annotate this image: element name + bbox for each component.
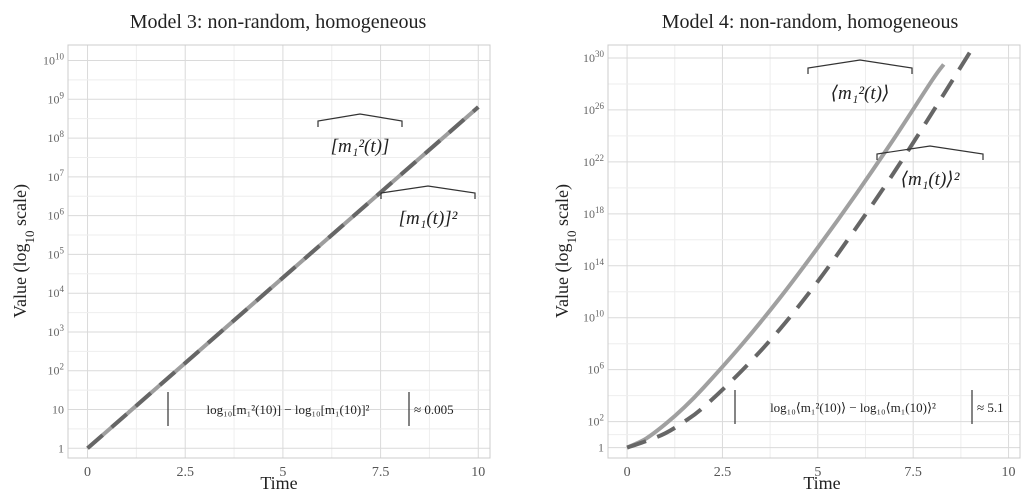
left-series-label-2: [m₁(t)]² [380,185,476,229]
right-plot-border [607,44,1021,459]
right-series-label-1: ⟨m₁²(t)⟩ [807,59,913,104]
y-tick-label: 1 [598,441,604,455]
x-tick-label: 2.5 [714,465,732,480]
x-tick-label: 5 [814,465,821,480]
x-tick-label: 5 [279,465,286,480]
right-chart-title: Model 4: non-random, homogeneous [662,11,959,33]
dashed-series-line [626,50,973,450]
x-tick-label: 10 [1002,465,1016,480]
left-chart-panel: Model 3: non-random, homogeneous 1101021… [10,11,491,493]
y-tick-label: 106 [48,207,65,223]
x-tick-label: 0 [624,465,631,480]
svg-text:⟨m₁²(t)⟩: ⟨m₁²(t)⟩ [831,83,890,104]
y-tick-label: 1 [58,441,64,455]
left-difference-expression: log₁₀[m₁²(10)] − log₁₀[m₁(10)]² [207,402,370,417]
left-x-axis-title: Time [260,473,297,493]
right-x-axis-title: Time [803,473,840,493]
y-tick-label: 104 [48,284,65,300]
left-difference-annotation: log₁₀[m₁²(10)] − log₁₀[m₁(10)]² ≈ 0.005 [167,392,454,426]
left-y-axis-ticks: 1 10 102 103 104 105 106 107 108 109 1010 [43,52,65,456]
left-hat-2 [380,185,476,199]
left-series-label-1: [m₁²(t)] [317,113,403,157]
dashed-series-line [86,105,480,450]
y-tick-label: 1026 [583,101,605,117]
left-y-axis-title: Value (log10 scale) [10,184,37,318]
x-tick-label: 7.5 [904,465,922,480]
left-plot-border [67,44,491,459]
x-tick-label: 7.5 [372,465,390,480]
x-tick-label: 0 [84,465,91,480]
svg-text:[m₁(t)]²: [m₁(t)]² [399,208,458,229]
x-tick-label: 10 [471,465,485,480]
y-tick-label: 1014 [583,257,605,273]
y-tick-label: 10 [52,403,64,417]
right-difference-value: ≈ 5.1 [977,400,1004,415]
x-tick-label: 2.5 [176,465,194,480]
right-y-axis-ticks: 1 102 106 1010 1014 1018 1022 1026 1030 [583,49,605,455]
right-hat-2 [876,145,984,160]
right-series-label-2: ⟨m₁(t)⟩² [876,145,984,190]
svg-text:⟨m₁(t)⟩²: ⟨m₁(t)⟩² [901,169,960,190]
y-tick-label: 1030 [583,49,605,65]
right-difference-expression: log₁₀⟨m₁²(10)⟩ − log₁₀⟨m₁(10)⟩² [770,400,936,415]
right-chart-panel: Model 4: non-random, homogeneous 1 102 106… [552,11,1021,493]
left-series-lines [86,105,480,450]
right-difference-annotation: log₁₀⟨m₁²(10)⟩ − log₁₀⟨m₁(10)⟩² ≈ 5.1 [734,390,1004,424]
svg-text:[m₁²(t)]: [m₁²(t)] [331,136,390,157]
left-x-axis-ticks: 0 2.5 5 7.5 10 [84,465,485,480]
y-tick-label: 1018 [583,205,605,221]
y-tick-label: 109 [48,90,65,106]
y-tick-label: 108 [48,129,65,145]
left-difference-value: ≈ 0.005 [414,402,454,417]
y-tick-label: 1022 [583,153,604,169]
right-series-lines [626,50,973,450]
y-tick-label: 1010 [583,309,605,325]
solid-series-line [626,63,946,450]
y-tick-label: 1010 [43,52,65,68]
y-tick-label: 102 [48,362,65,378]
y-tick-label: 105 [48,245,65,261]
y-tick-label: 103 [48,323,65,339]
left-hat-1 [317,113,403,127]
right-y-axis-title: Value (log10 scale) [552,184,579,318]
y-tick-label: 107 [48,168,65,184]
y-tick-label: 106 [588,361,605,377]
left-chart-title: Model 3: non-random, homogeneous [130,11,427,33]
right-hat-1 [807,59,913,74]
y-tick-label: 102 [588,413,605,429]
left-gridlines [68,45,490,458]
right-x-axis-ticks: 0 2.5 5 7.5 10 [624,465,1016,480]
